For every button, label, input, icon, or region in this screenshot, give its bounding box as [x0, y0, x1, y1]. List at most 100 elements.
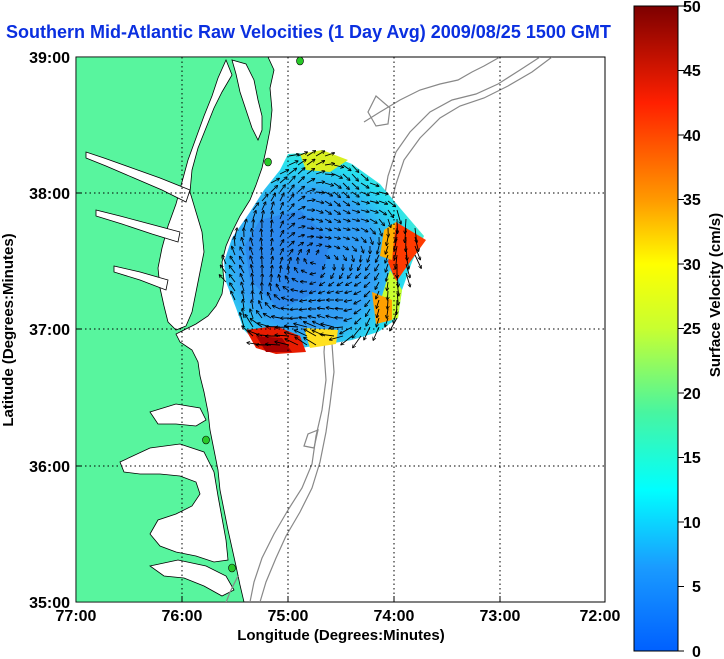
velocity-arrow [342, 218, 350, 221]
velocity-arrow [306, 200, 315, 201]
velocity-arrow [311, 263, 317, 264]
velocity-arrow [340, 326, 353, 334]
velocity-arrow [351, 236, 358, 240]
velocity-arrow [342, 200, 349, 206]
pamlico-sound [119, 443, 229, 563]
velocity-arrow [351, 164, 358, 172]
velocity-arrow [245, 315, 254, 328]
velocity-arrow [324, 246, 331, 247]
velocity-arrow [240, 257, 245, 265]
velocity-arrow [315, 201, 323, 203]
velocity-arrow [288, 214, 294, 220]
velocity-arrow [279, 231, 283, 238]
velocity-arrow [230, 257, 236, 265]
velocity-arrow [242, 238, 245, 247]
velocity-arrow [386, 263, 389, 272]
velocity-arrow [315, 151, 324, 157]
velocity-arrow [261, 202, 266, 211]
x-tick-labels: 77:00 76:00 75:00 74:00 73:00 72:00 [56, 608, 621, 625]
velocity-arrow [336, 291, 344, 293]
velocity-arrow [351, 173, 358, 181]
velocity-arrow [271, 239, 272, 247]
velocity-arrow [279, 275, 280, 283]
velocity-arrow [376, 290, 380, 299]
velocity-arrow [387, 209, 393, 217]
velocity-arrow [309, 300, 317, 301]
velocity-arrow [271, 257, 273, 265]
velocity-arrow [270, 202, 274, 211]
velocity-arrow [279, 240, 284, 247]
velocity-arrow [355, 317, 362, 324]
velocity-arrow [344, 309, 353, 311]
velocity-arrow [315, 245, 321, 246]
velocity-arrow [271, 230, 272, 238]
velocity-arrow [251, 238, 254, 247]
velocity-arrow [377, 245, 379, 254]
velocity-arrow [405, 263, 410, 277]
velocity-arrow [304, 338, 317, 346]
x-tick-label: 74:00 [374, 608, 415, 625]
velocity-arrow [333, 164, 343, 167]
velocity-arrow [304, 322, 317, 328]
velocity-arrow [283, 287, 290, 292]
velocity-arrow [300, 291, 308, 292]
velocity-arrow [355, 281, 362, 286]
velocity-arrow [321, 334, 335, 337]
velocity-arrow [288, 224, 294, 229]
velocity-arrow [234, 228, 237, 238]
velocity-arrow [342, 236, 349, 239]
velocity-arrow [297, 250, 301, 256]
velocity-arrow [387, 218, 391, 227]
velocity-arrow [241, 274, 245, 283]
velocity-arrow [315, 250, 319, 256]
grid-lines [76, 57, 605, 602]
velocity-arrow [324, 164, 334, 165]
velocity-arrow [250, 256, 254, 265]
velocity-arrow [324, 227, 331, 230]
velocity-arrow [252, 211, 256, 220]
velocity-arrow [297, 197, 304, 202]
velocity-arrow [230, 275, 236, 283]
velocity-arrow [333, 218, 340, 222]
velocity-arrow [351, 227, 359, 230]
velocity-arrow [306, 189, 315, 193]
velocity-arrow [351, 209, 359, 212]
velocity-arrow [275, 342, 290, 346]
velocity-arrow [345, 300, 353, 301]
colorbar-label: Surface Velocity (cm/s) [707, 213, 724, 377]
velocity-arrow [240, 247, 245, 256]
velocity-arrow [315, 228, 322, 230]
velocity-arrow [262, 211, 263, 220]
velocity-arrow [232, 247, 236, 256]
colorbar-tick-label: 20 [683, 386, 701, 403]
velocity-arrow [390, 317, 398, 331]
velocity-arrow [279, 258, 282, 265]
velocity-arrow [300, 300, 308, 301]
velocity-arrow [315, 192, 324, 193]
velocity-arrow [378, 209, 386, 215]
velocity-arrow [366, 263, 371, 270]
velocity-arrow [302, 271, 308, 274]
velocity-arrow [324, 153, 334, 157]
velocity-arrow [348, 272, 353, 278]
velocity-arrow [386, 245, 389, 254]
velocity-arrow [342, 191, 349, 198]
velocity-arrow [333, 200, 340, 206]
velocity-arrow [288, 177, 295, 184]
velocity-arrow [355, 308, 362, 314]
velocity-arrow [309, 316, 317, 318]
velocity-arrow [324, 174, 334, 175]
colorbar-ticks [678, 5, 684, 652]
velocity-arrow [387, 236, 389, 245]
velocity-arrow [365, 281, 371, 287]
velocity-arrow [324, 200, 331, 205]
velocity-arrow [376, 254, 380, 262]
velocity-arrow [291, 290, 299, 291]
velocity-arrow [271, 220, 272, 229]
velocity-arrow [345, 291, 353, 293]
velocity-arrow [327, 316, 335, 319]
colorbar-tick-label: 30 [683, 257, 701, 274]
velocity-arrow [264, 314, 272, 319]
velocity-arrow [297, 226, 305, 228]
velocity-arrow [221, 265, 227, 274]
